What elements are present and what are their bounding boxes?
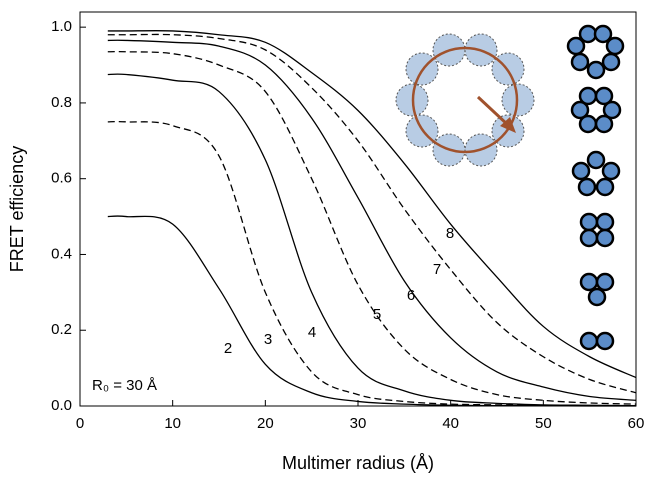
series-line [107, 39, 637, 401]
series-line [107, 33, 637, 394]
y-tick-label: 1.0 [51, 18, 72, 35]
y-tick-label: 0.0 [51, 397, 72, 414]
y-axis-title: FRET efficiency [7, 146, 27, 272]
x-tick-label: 10 [164, 415, 181, 432]
y-tick-label: 0.8 [51, 94, 72, 111]
x-tick-label: 30 [350, 415, 367, 432]
series-label: 5 [373, 306, 381, 323]
ring-illustration [395, 33, 535, 167]
x-tick-label: 60 [628, 415, 645, 432]
series-line [107, 120, 637, 407]
y-tick-label: 0.6 [51, 170, 72, 187]
series-label: 8 [446, 225, 454, 242]
series-label: 3 [264, 331, 272, 348]
multimer-icons [566, 24, 625, 351]
annotation: R₀ = 30 Å [92, 377, 157, 394]
series-line [107, 30, 637, 379]
x-tick-label: 20 [257, 415, 274, 432]
y-tick-label: 0.2 [51, 321, 72, 338]
x-axis-title: Multimer radius (Å) [282, 453, 434, 473]
series-label: 6 [407, 287, 415, 304]
y-tick-label: 0.4 [51, 245, 72, 262]
series-line [107, 73, 637, 407]
series-label: 4 [308, 324, 316, 341]
x-tick-label: 0 [76, 415, 84, 432]
plot-frame [79, 11, 637, 407]
series-label: 7 [433, 261, 441, 278]
series-label: 2 [224, 340, 232, 357]
series-line [107, 50, 637, 405]
x-tick-label: 50 [535, 415, 552, 432]
x-tick-label: 40 [442, 415, 459, 432]
